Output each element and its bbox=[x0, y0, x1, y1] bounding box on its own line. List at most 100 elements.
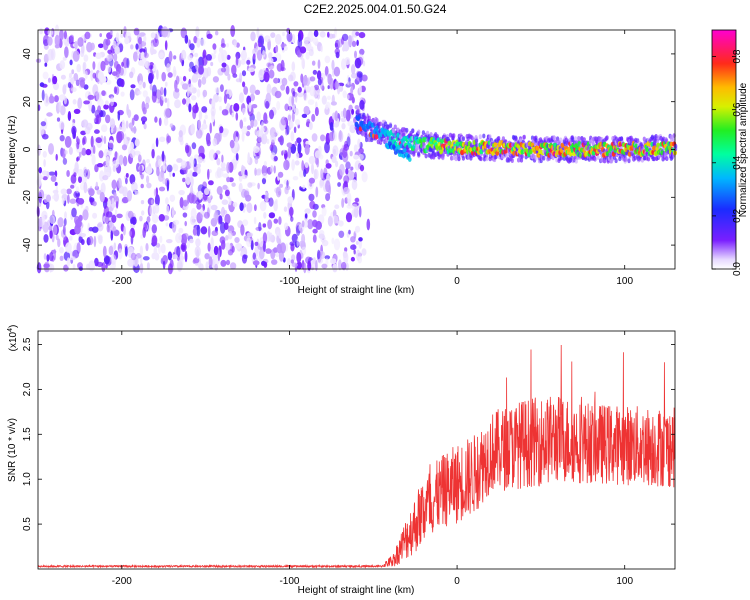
heatmap-speck bbox=[309, 122, 313, 130]
heatmap-speck bbox=[99, 191, 105, 203]
heatmap-speck bbox=[301, 113, 308, 118]
heatmap-speck bbox=[334, 80, 339, 90]
heatmap-speck bbox=[161, 150, 165, 162]
heatmap-speck bbox=[270, 32, 276, 38]
heatmap-speck bbox=[262, 172, 268, 179]
heatmap-speck bbox=[116, 213, 123, 219]
snr-y-multiplier: (x104) bbox=[7, 325, 19, 352]
heatmap-speck bbox=[356, 39, 359, 47]
heatmap-speck bbox=[359, 84, 362, 94]
heatmap-speck bbox=[222, 184, 228, 190]
heatmap-speck bbox=[252, 252, 256, 260]
heatmap-speck bbox=[171, 206, 175, 219]
heatmap-speck bbox=[74, 40, 78, 50]
heatmap-speck bbox=[96, 189, 102, 195]
heatmap-speck bbox=[235, 55, 239, 66]
heatmap-speck bbox=[125, 173, 129, 178]
heatmap-speck bbox=[36, 262, 42, 274]
heatmap-speck bbox=[52, 225, 58, 235]
heatmap-halo bbox=[386, 124, 390, 129]
heatmap-speck bbox=[146, 182, 152, 189]
heatmap-speck bbox=[88, 188, 95, 197]
heatmap-halo bbox=[669, 134, 673, 140]
heatmap-speck bbox=[238, 182, 243, 193]
heatmap-speck bbox=[212, 137, 218, 147]
heatmap-halo bbox=[485, 156, 489, 162]
heatmap-speck bbox=[128, 230, 132, 237]
heatmap-speck bbox=[184, 220, 187, 227]
heatmap-halo bbox=[421, 130, 425, 136]
heatmap-speck bbox=[286, 31, 293, 43]
heatmap-speck bbox=[316, 157, 320, 168]
heatmap-speck bbox=[263, 71, 270, 83]
heatmap-halo bbox=[605, 135, 609, 141]
heatmap-halo bbox=[553, 136, 557, 142]
heatmap-halo bbox=[574, 158, 578, 164]
heatmap-speck bbox=[143, 123, 147, 130]
heatmap-speck bbox=[269, 144, 274, 152]
heatmap-speck bbox=[58, 29, 64, 41]
heatmap-speck bbox=[88, 227, 94, 232]
heatmap-speck bbox=[308, 49, 314, 57]
heatmap-speck bbox=[296, 252, 302, 263]
heatmap-speck bbox=[71, 87, 77, 93]
heatmap-speck bbox=[174, 99, 181, 109]
heatmap-speck bbox=[239, 202, 244, 212]
heatmap-speck bbox=[204, 253, 210, 260]
heatmap-speck bbox=[54, 34, 60, 47]
heatmap-speck bbox=[156, 69, 159, 80]
heatmap-speck bbox=[246, 59, 251, 65]
heatmap-speck bbox=[283, 206, 288, 212]
heatmap-speck bbox=[351, 40, 357, 48]
heatmap-halo bbox=[405, 127, 409, 133]
heatmap-speck bbox=[342, 90, 347, 99]
heatmap-speck bbox=[83, 181, 88, 194]
heatmap-speck bbox=[102, 245, 107, 258]
heatmap-speck bbox=[345, 161, 351, 170]
heatmap-speck bbox=[235, 131, 239, 138]
heatmap-speck bbox=[354, 171, 357, 180]
heatmap-speck bbox=[259, 201, 267, 212]
heatmap-speck bbox=[301, 56, 304, 68]
heatmap-speck bbox=[311, 163, 314, 175]
heatmap-speck bbox=[345, 212, 353, 223]
heatmap-speck bbox=[268, 232, 273, 242]
heatmap-speck bbox=[226, 162, 231, 174]
heatmap-speck bbox=[108, 245, 114, 256]
heatmap-speck bbox=[173, 55, 177, 60]
heatmap-speck bbox=[324, 55, 331, 64]
heatmap-speck bbox=[131, 181, 138, 192]
heatmap-speck bbox=[250, 119, 254, 128]
heatmap-halo bbox=[505, 153, 509, 158]
heatmap-speck bbox=[226, 103, 231, 109]
heatmap-speck bbox=[304, 208, 311, 214]
colorbar-tick-label: 0.6 bbox=[732, 102, 743, 116]
heatmap-speck bbox=[42, 133, 49, 140]
heatmap-speck bbox=[83, 54, 89, 62]
heatmap-speck bbox=[354, 57, 362, 69]
heatmap-speck bbox=[353, 249, 356, 255]
heatmap-speck bbox=[125, 31, 132, 44]
heatmap-speck bbox=[191, 95, 197, 101]
heatmap-speck bbox=[213, 245, 219, 256]
heatmap-speck bbox=[340, 117, 347, 123]
heatmap-speck bbox=[174, 88, 180, 93]
heatmap-halo bbox=[474, 138, 479, 144]
heatmap-speck bbox=[182, 177, 186, 183]
heatmap-speck bbox=[172, 66, 177, 78]
heatmap-halo bbox=[596, 155, 600, 160]
heatmap-speck bbox=[221, 154, 224, 163]
heatmap-speck bbox=[277, 136, 283, 143]
heatmap-speck bbox=[126, 57, 130, 69]
heatmap-halo bbox=[514, 136, 518, 142]
heatmap-speck bbox=[49, 252, 54, 262]
heatmap-speck bbox=[54, 95, 59, 103]
heatmap-speck bbox=[46, 112, 53, 117]
heatmap-speck bbox=[276, 235, 280, 244]
heatmap-halo bbox=[542, 155, 546, 161]
spectrogram-x-tick-label: -200 bbox=[112, 276, 132, 287]
heatmap-speck bbox=[355, 31, 360, 36]
heatmap-speck bbox=[69, 256, 76, 261]
heatmap-speck bbox=[271, 259, 278, 265]
